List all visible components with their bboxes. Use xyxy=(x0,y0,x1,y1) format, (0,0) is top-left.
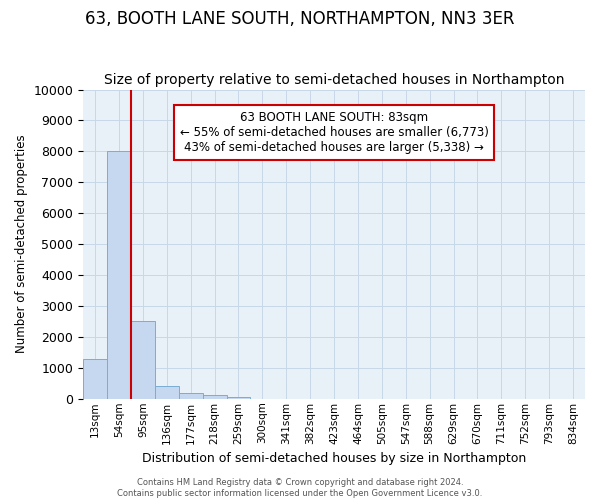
Title: Size of property relative to semi-detached houses in Northampton: Size of property relative to semi-detach… xyxy=(104,73,565,87)
Bar xyxy=(155,386,179,399)
Bar xyxy=(107,152,131,399)
Text: 63 BOOTH LANE SOUTH: 83sqm
← 55% of semi-detached houses are smaller (6,773)
43%: 63 BOOTH LANE SOUTH: 83sqm ← 55% of semi… xyxy=(179,111,488,154)
Bar xyxy=(131,322,155,399)
Bar xyxy=(179,394,203,399)
Text: Contains HM Land Registry data © Crown copyright and database right 2024.
Contai: Contains HM Land Registry data © Crown c… xyxy=(118,478,482,498)
Bar xyxy=(203,395,227,399)
Y-axis label: Number of semi-detached properties: Number of semi-detached properties xyxy=(15,135,28,354)
Bar xyxy=(83,358,107,399)
Text: 63, BOOTH LANE SOUTH, NORTHAMPTON, NN3 3ER: 63, BOOTH LANE SOUTH, NORTHAMPTON, NN3 3… xyxy=(85,10,515,28)
X-axis label: Distribution of semi-detached houses by size in Northampton: Distribution of semi-detached houses by … xyxy=(142,452,526,465)
Bar xyxy=(227,397,250,399)
